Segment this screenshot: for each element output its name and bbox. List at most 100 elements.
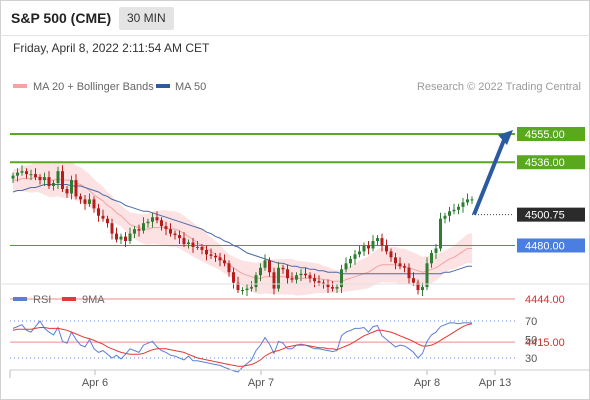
candle-body [421, 287, 424, 291]
candle-body [290, 278, 294, 280]
last-price-tag [517, 207, 585, 222]
candle-body [335, 287, 339, 289]
candle-body [209, 254, 213, 256]
candle-body [362, 245, 366, 252]
candle-body [403, 266, 406, 268]
candle-body [245, 288, 249, 291]
candle-body [214, 255, 217, 258]
candle-body [452, 209, 456, 212]
candle-body [340, 269, 343, 288]
candle-body [137, 229, 141, 231]
projection-arrow-head [498, 130, 513, 145]
level-tag-4555-00 [517, 127, 585, 141]
level-tag-4480-00 [517, 238, 585, 253]
candle-body [286, 269, 289, 279]
candle-body [299, 273, 303, 276]
candle-body [331, 287, 334, 289]
candle-body [371, 241, 375, 249]
level-label-4555-00: 4555.00 [525, 129, 565, 141]
candle-body [97, 208, 100, 216]
candle-body [128, 233, 132, 242]
candle-body [56, 171, 60, 184]
candle-body [164, 226, 168, 230]
candle-body [155, 217, 159, 221]
candle-body [344, 263, 348, 270]
x-tick-label: Apr 8 [414, 377, 440, 389]
candle-body [268, 260, 271, 273]
candle-body [349, 258, 352, 264]
candle-body [313, 278, 316, 282]
last-price-label: 4500.75 [525, 210, 565, 222]
candle-body [191, 242, 195, 247]
level-label-4444-00: 4444.00 [525, 294, 565, 306]
candle-body [110, 223, 114, 234]
candle-body [187, 242, 190, 245]
candle-body [124, 236, 127, 242]
candle-body [430, 252, 433, 264]
candle-body [277, 267, 280, 289]
legend-swatch-rsi [13, 297, 27, 301]
candle-body [101, 215, 105, 219]
candle-body [74, 180, 78, 197]
legend-label-ma20: MA 20 + Bollinger Bands [33, 81, 154, 93]
candle-body [133, 229, 136, 234]
candle-body [151, 217, 154, 222]
candle-body [169, 229, 172, 234]
level-label-4415-00: 4415.00 [525, 337, 565, 349]
candle-body [200, 246, 204, 250]
candle-body [448, 211, 451, 216]
candle-body [466, 199, 469, 203]
candle-body [358, 251, 361, 255]
candle-body [227, 263, 231, 273]
candle-body [106, 218, 109, 224]
candle-body [457, 206, 460, 210]
rsi-tick-30: 30 [525, 353, 537, 365]
candle-body [88, 199, 91, 204]
candle-body [205, 249, 208, 255]
candle-body [142, 223, 145, 231]
chart-header: S&P 500 (CME) 30 MIN [0, 0, 590, 36]
candle-body [173, 233, 177, 236]
x-tick-label: Apr 7 [248, 377, 274, 389]
candle-body [43, 177, 46, 181]
candle-body [376, 238, 379, 242]
candle-body [83, 199, 87, 204]
candle-body [38, 177, 42, 181]
x-tick-label: Apr 13 [479, 377, 511, 389]
candle-body [250, 287, 253, 289]
candle-body [196, 246, 199, 248]
legend-label-rsi: RSI [33, 294, 51, 306]
rsi-ma-line [12, 323, 473, 367]
watermark: Research © 2022 Trading Central [417, 81, 581, 93]
candle-body [389, 251, 393, 258]
candle-body [272, 272, 276, 289]
candle-body [20, 171, 24, 173]
level-tag-4536-00 [517, 155, 585, 170]
candle-body [295, 275, 298, 280]
candle-body [29, 174, 33, 176]
timeframe-badge[interactable]: 30 MIN [119, 7, 174, 30]
legend-label-ma50: MA 50 [175, 81, 206, 93]
candle-body [398, 263, 402, 267]
candle-body [79, 196, 82, 200]
candle-body [322, 282, 325, 285]
candle-body [11, 175, 15, 179]
candle-body [52, 183, 55, 187]
candle-body [182, 238, 186, 245]
candle-body [254, 275, 258, 288]
candle-body [304, 273, 307, 276]
x-tick-label: Apr 6 [82, 377, 108, 389]
candle-body [439, 218, 442, 249]
bollinger-band [13, 161, 472, 296]
candle-body [236, 282, 240, 291]
level-label-4536-00: 4536.00 [525, 157, 565, 169]
ma50-line [12, 184, 472, 275]
candle-body [146, 221, 150, 224]
candle-body [317, 281, 321, 283]
rsi-tick-70: 70 [525, 316, 537, 328]
candle-body [25, 171, 28, 175]
instrument-title: S&P 500 (CME) [11, 10, 112, 26]
candle-body [394, 257, 397, 264]
candle-body [178, 235, 181, 239]
candle-body [65, 189, 69, 194]
